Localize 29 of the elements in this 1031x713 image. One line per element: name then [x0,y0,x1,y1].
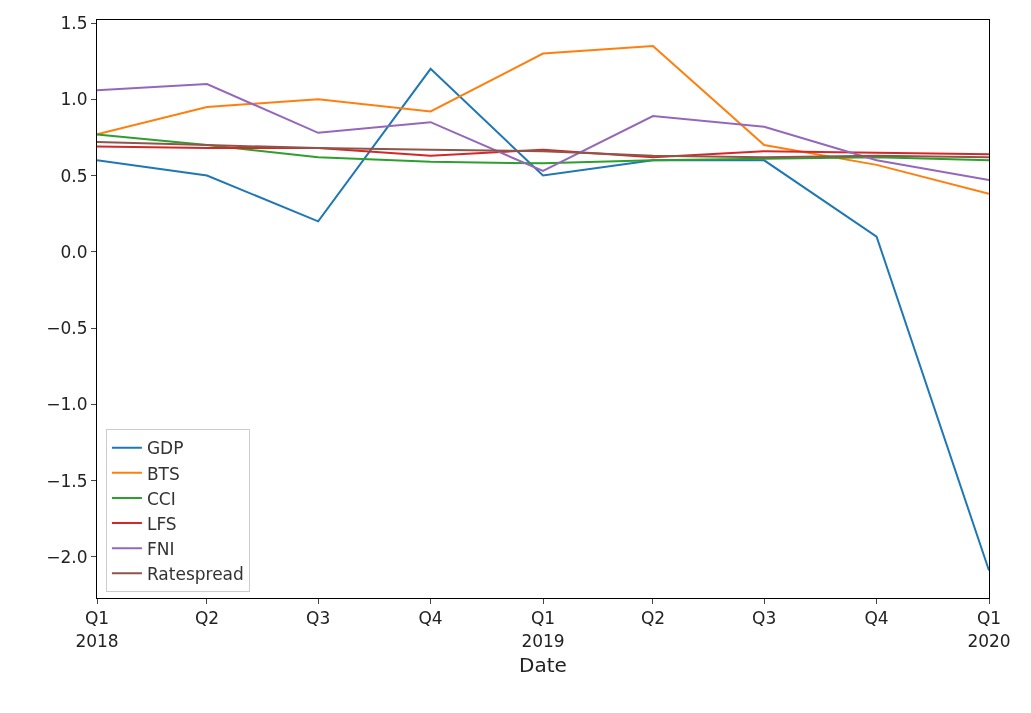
y-tick-label: 1.0 [60,89,88,110]
x-tick-label: Q4 [418,608,443,629]
y-tick-label: 1.5 [60,13,88,33]
legend-label: LFS [146,513,177,534]
line-series [97,141,989,159]
legend-label: FNI [146,538,175,559]
y-tick-label: −1.0 [46,394,88,415]
x-tick-label: Q1 2020 [967,608,1011,651]
x-tick-label: Q1 2019 [521,608,565,651]
x-tick-label: Q2 [640,608,666,629]
legend-label: BTS [146,463,180,484]
line-series [97,44,989,195]
y-tick-label: 0.5 [60,165,88,186]
y-tick-label: −1.5 [46,470,88,491]
x-axis-title: Date [519,653,567,677]
x-tick-label: Q4 [864,608,889,629]
line-series [97,133,989,165]
y-tick-label: 0.0 [60,241,88,262]
legend-label: Ratespread [146,563,244,584]
y-tick-label: −0.5 [46,318,88,339]
line-series [97,83,989,182]
legend-label: CCI [146,488,176,509]
x-tick-label: Q2 [194,608,220,629]
x-tick-label: Q3 [752,608,777,629]
y-tick-label: −2.0 [46,546,88,567]
legend-label: GDP [146,438,184,459]
line-series [97,145,989,159]
x-tick-label: Q1 2018 [75,608,119,651]
x-tick-label: Q3 [306,608,331,629]
